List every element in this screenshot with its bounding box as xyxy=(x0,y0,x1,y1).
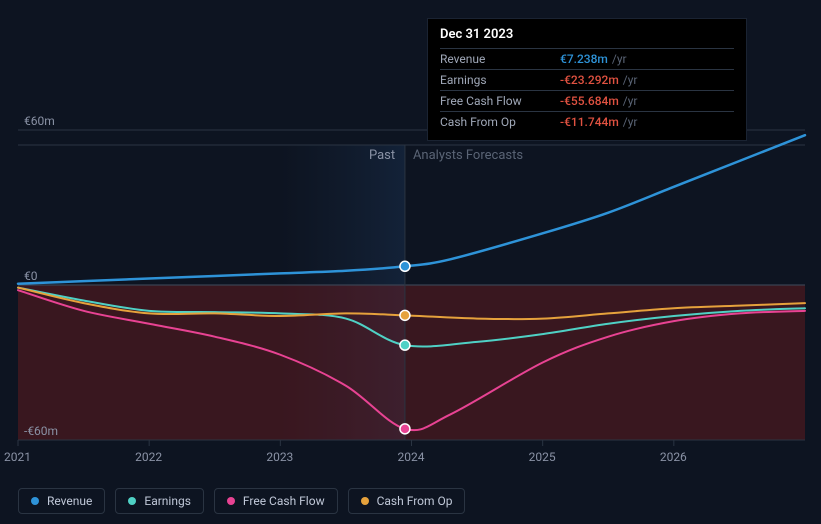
tooltip-row-unit: /yr xyxy=(619,73,638,87)
tooltip-row: Earnings -€23.292m/yr xyxy=(440,70,734,91)
x-axis-label: 2025 xyxy=(529,450,556,464)
tooltip-row-value: -€11.744m xyxy=(560,115,619,129)
legend-item-label: Free Cash Flow xyxy=(243,494,325,508)
financials-chart: €60m €0 -€60m 2021 2022 2023 2024 2025 2… xyxy=(0,0,821,524)
tooltip-row-value: -€55.684m xyxy=(560,94,619,108)
legend-dot-icon xyxy=(361,497,369,505)
tooltip-row-value: €7.238m xyxy=(560,52,608,66)
tooltip-row: Cash From Op -€11.744m/yr xyxy=(440,112,734,133)
tooltip-date: Dec 31 2023 xyxy=(440,27,734,46)
x-axis-label: 2024 xyxy=(398,450,425,464)
legend-item-earnings[interactable]: Earnings xyxy=(115,488,204,514)
legend-item-label: Revenue xyxy=(47,494,92,508)
tooltip-row-label: Earnings xyxy=(440,70,560,91)
chart-legend: Revenue Earnings Free Cash Flow Cash Fro… xyxy=(18,488,465,514)
legend-dot-icon xyxy=(31,497,39,505)
legend-item-cfo[interactable]: Cash From Op xyxy=(348,488,466,514)
x-axis-label: 2023 xyxy=(266,450,293,464)
tooltip-row-value: -€23.292m xyxy=(560,73,619,87)
tooltip-row-unit: /yr xyxy=(608,52,627,66)
section-label-past: Past xyxy=(369,148,395,163)
legend-dot-icon xyxy=(128,497,136,505)
legend-item-label: Cash From Op xyxy=(377,494,453,508)
tooltip-row: Free Cash Flow -€55.684m/yr xyxy=(440,91,734,112)
legend-dot-icon xyxy=(227,497,235,505)
tooltip-row-label: Revenue xyxy=(440,49,560,70)
tooltip-row-label: Free Cash Flow xyxy=(440,91,560,112)
x-axis-label: 2026 xyxy=(660,450,687,464)
y-axis-label: -€60m xyxy=(24,424,58,438)
tooltip-row-unit: /yr xyxy=(619,115,638,129)
tooltip-row: Revenue €7.238m/yr xyxy=(440,49,734,70)
legend-item-fcf[interactable]: Free Cash Flow xyxy=(214,488,338,514)
legend-item-revenue[interactable]: Revenue xyxy=(18,488,105,514)
section-label-forecast: Analysts Forecasts xyxy=(413,148,523,163)
tooltip-row-unit: /yr xyxy=(619,94,638,108)
x-axis-label: 2022 xyxy=(135,450,162,464)
y-axis-label: €60m xyxy=(24,114,55,128)
x-axis-label: 2021 xyxy=(4,450,31,464)
tooltip-row-label: Cash From Op xyxy=(440,112,560,133)
y-axis-label: €0 xyxy=(24,269,38,283)
chart-tooltip: Dec 31 2023 Revenue €7.238m/yr Earnings … xyxy=(427,18,747,141)
legend-item-label: Earnings xyxy=(144,494,191,508)
